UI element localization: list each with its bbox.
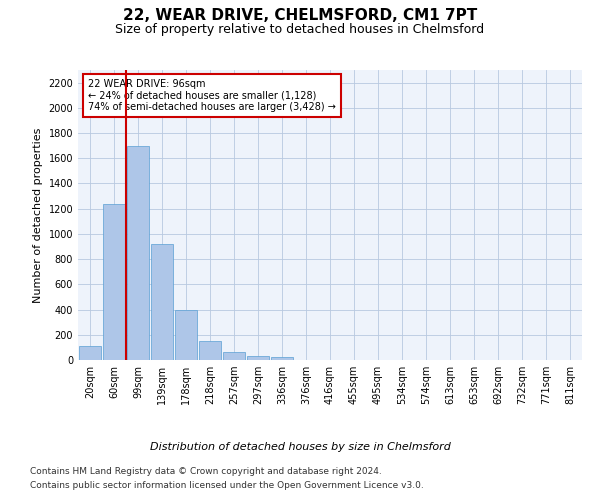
Bar xyxy=(79,346,101,360)
Bar xyxy=(199,341,221,360)
Text: Contains HM Land Registry data © Crown copyright and database right 2024.: Contains HM Land Registry data © Crown c… xyxy=(30,468,382,476)
Text: 22, WEAR DRIVE, CHELMSFORD, CM1 7PT: 22, WEAR DRIVE, CHELMSFORD, CM1 7PT xyxy=(123,8,477,22)
Text: Distribution of detached houses by size in Chelmsford: Distribution of detached houses by size … xyxy=(149,442,451,452)
Text: Size of property relative to detached houses in Chelmsford: Size of property relative to detached ho… xyxy=(115,22,485,36)
Bar xyxy=(127,146,149,360)
Bar xyxy=(151,244,173,360)
Bar xyxy=(103,204,125,360)
Bar xyxy=(271,357,293,360)
Y-axis label: Number of detached properties: Number of detached properties xyxy=(33,128,43,302)
Bar xyxy=(175,310,197,360)
Bar xyxy=(223,352,245,360)
Bar xyxy=(247,356,269,360)
Text: Contains public sector information licensed under the Open Government Licence v3: Contains public sector information licen… xyxy=(30,481,424,490)
Text: 22 WEAR DRIVE: 96sqm
← 24% of detached houses are smaller (1,128)
74% of semi-de: 22 WEAR DRIVE: 96sqm ← 24% of detached h… xyxy=(88,78,336,112)
